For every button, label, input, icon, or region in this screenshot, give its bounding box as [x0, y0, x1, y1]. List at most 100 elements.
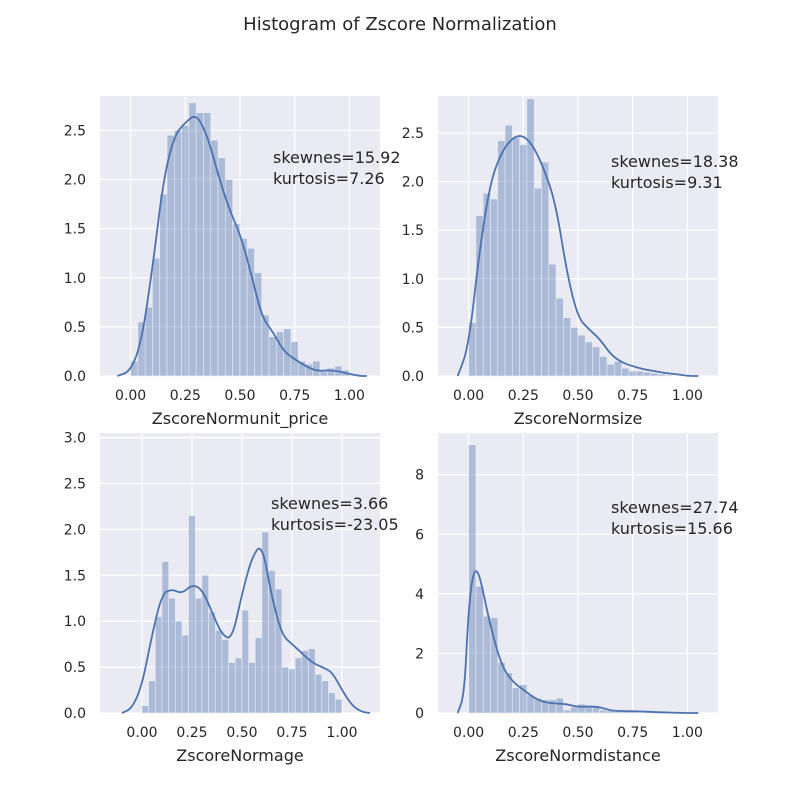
histogram-bar [232, 223, 241, 377]
skewness-annotation: skewnes=18.38 [611, 152, 739, 171]
histogram-bar [563, 317, 571, 377]
histogram-bar [248, 662, 256, 714]
histogram-bar [130, 360, 139, 377]
histogram-bar [599, 709, 608, 714]
subplot-3: 0.00 0.25 0.50 0.75 1.00 0.0 0.5 1.0 1.5 2.0 2.5 3.… [64, 431, 399, 765]
histogram-bar [533, 188, 542, 377]
subplot-2: 0.00 0.25 0.50 0.75 1.00 0.0 0.5 1.0 1.5 2.0 2.5 Zs… [402, 96, 739, 428]
y-tick-label: 0.0 [64, 369, 86, 385]
y-tick-label: 1.5 [64, 568, 86, 584]
histogram-bar [584, 341, 593, 377]
x-tick-label: 1.00 [334, 388, 365, 404]
histogram-bar [144, 306, 153, 377]
histogram-bar [599, 356, 608, 377]
histogram-bar [334, 698, 343, 714]
histogram-bar [314, 674, 323, 714]
y-tick-label: 2.5 [402, 126, 424, 142]
x-axis-label: ZscoreNormdistance [495, 746, 660, 765]
y-tick-label: 0.5 [402, 320, 424, 336]
histogram-bar [188, 102, 197, 377]
histogram-bar [563, 709, 571, 714]
histogram-bar [555, 297, 564, 377]
histogram-bar [221, 639, 229, 714]
histogram-bar [159, 193, 168, 377]
y-tick-label: 3.0 [64, 431, 86, 447]
histogram-bar [548, 263, 557, 377]
x-tick-label: 0.75 [279, 388, 310, 404]
histogram-bar [148, 680, 156, 714]
histogram-bar [319, 370, 328, 377]
kurtosis-annotation: kurtosis=-23.05 [271, 515, 399, 534]
histogram-bar [519, 144, 528, 377]
skewness-annotation: skewnes=15.92 [273, 148, 401, 167]
histogram-bar [268, 336, 277, 377]
kurtosis-annotation: kurtosis=9.31 [611, 173, 723, 192]
histogram-bar [152, 257, 161, 377]
histogram-bar [281, 666, 289, 714]
x-tick-label: 0.75 [276, 725, 307, 741]
histogram-bar [570, 327, 579, 377]
x-tick-label: 0.25 [170, 388, 201, 404]
histogram-bar [194, 597, 203, 714]
histogram-bar [327, 367, 335, 377]
y-tick-label: 0.0 [402, 369, 424, 385]
histogram-bar [541, 161, 550, 377]
histogram-bar [274, 588, 283, 714]
histogram-bar [643, 371, 652, 377]
histogram-bar [254, 637, 263, 714]
histogram-bar [475, 586, 484, 714]
subplot-1: 0.00 0.25 0.50 0.75 1.00 0.0 0.5 1.0 1.5 2.0 2.5 Zs… [64, 96, 401, 429]
y-tick-label: 0.0 [64, 706, 86, 722]
histogram-bar [308, 648, 316, 714]
x-tick-label: 0.00 [453, 388, 484, 404]
kurtosis-annotation: kurtosis=15.66 [611, 519, 733, 538]
x-tick-label: 0.00 [453, 725, 484, 741]
figure-title: Histogram of Zscore Normalization [243, 14, 557, 35]
histogram-bar [328, 692, 336, 714]
histogram-bar [497, 140, 506, 377]
histogram-bar [210, 139, 219, 377]
histogram-bar [203, 112, 212, 377]
histogram-bar [166, 134, 175, 377]
histogram-bar [628, 370, 637, 377]
x-tick-label: 0.50 [226, 725, 257, 741]
histogram-bar [188, 515, 196, 714]
histogram-bar [512, 687, 520, 714]
y-tick-label: 2.0 [64, 173, 86, 189]
histogram-bar [214, 630, 223, 714]
histogram-bar [635, 370, 644, 377]
histogram-bar [490, 198, 499, 377]
histogram-bar [665, 374, 673, 377]
y-tick-label: 1.5 [64, 222, 86, 238]
x-tick-label: 0.25 [176, 725, 207, 741]
y-tick-label: 2.5 [64, 123, 86, 139]
x-tick-label: 1.00 [672, 388, 703, 404]
x-tick-label: 1.00 [326, 725, 357, 741]
histogram-bar [606, 364, 615, 377]
skewness-annotation: skewnes=27.74 [611, 498, 739, 517]
y-tick-label: 2.0 [402, 175, 424, 191]
histogram-bar [195, 112, 204, 377]
histogram-bar [234, 657, 243, 714]
histogram-bar [208, 611, 216, 714]
histogram-bar [592, 705, 601, 714]
kde-curve [456, 570, 699, 714]
kde-curve [117, 115, 367, 377]
histogram-bar [181, 125, 190, 377]
x-axis-label: ZscoreNormunit_price [152, 409, 328, 429]
y-tick-label: 0 [415, 706, 424, 722]
x-tick-label: 0.75 [617, 725, 648, 741]
y-tick-label: 1.0 [64, 614, 86, 630]
x-tick-label: 0.50 [562, 725, 593, 741]
histogram-bar [321, 680, 329, 714]
histogram-bar [241, 609, 249, 714]
kde-curve [456, 135, 699, 377]
x-axis-label: ZscoreNormage [176, 746, 303, 765]
histogram-bar [657, 373, 666, 377]
y-tick-label: 0.5 [64, 660, 86, 676]
plot-area [100, 433, 380, 713]
x-tick-label: 0.25 [508, 388, 539, 404]
histogram-bar [239, 238, 248, 377]
histogram-bar [294, 657, 303, 714]
